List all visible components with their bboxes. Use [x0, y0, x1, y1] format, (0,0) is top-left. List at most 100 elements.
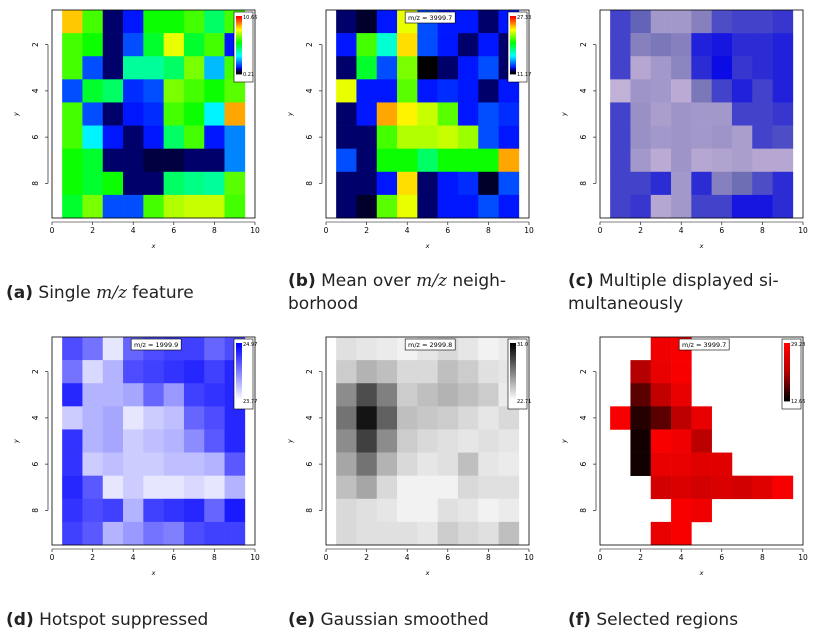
y-axis-label: y [286, 439, 294, 444]
colorbar-segment [784, 351, 790, 354]
heatmap-cell [711, 56, 733, 80]
heatmap-cell [376, 194, 398, 219]
heatmap-cell [417, 360, 438, 384]
heatmap-cell [356, 194, 378, 219]
plot-frame [51, 9, 256, 219]
x-tick-label: 8 [760, 226, 765, 235]
heatmap-cell [336, 337, 357, 361]
x-tick-label: 8 [486, 226, 491, 235]
heatmap-cell [123, 360, 144, 384]
colorbar-segment [510, 58, 516, 60]
y-tick-label: 6 [579, 135, 588, 140]
colorbar-segment [236, 50, 242, 53]
heatmap-plot: 0 2 4 6 8 10 x 2 4 6 8 y [560, 9, 808, 250]
colorbar-segment [784, 398, 790, 400]
colorbar-segment [784, 399, 790, 402]
x-tick-label: 10 [798, 226, 808, 235]
heatmap-cell [691, 79, 712, 103]
heatmap-cell [437, 360, 459, 384]
colorbar-segment [510, 357, 516, 360]
heatmap-cell [772, 148, 794, 173]
heatmap-plot: 0 2 4 6 8 10 x 2 4 6 8 y m/z = 2999.8 31.0 22.71 [286, 336, 534, 577]
heatmap-cell [650, 475, 672, 500]
x-axis-label: x [151, 242, 156, 250]
colorbar-segment [236, 350, 242, 353]
heatmap-cell [62, 102, 83, 126]
heatmap-cell [437, 33, 459, 57]
heatmap-cell [417, 102, 438, 126]
colorbar-segment [784, 386, 790, 389]
heatmap-cell [183, 56, 205, 80]
colorbar-segment [510, 383, 516, 386]
colorbar-segment [510, 364, 516, 367]
heatmap-cell [731, 102, 753, 126]
heatmap-cell [630, 360, 652, 384]
heatmap-cell [630, 171, 652, 196]
heatmap-cell [457, 429, 479, 453]
heatmap-cell [62, 498, 83, 523]
heatmap-cell [457, 79, 479, 103]
x-tick-label: 0 [50, 226, 55, 235]
heatmap-cell [437, 406, 459, 430]
heatmap-cell [123, 125, 144, 149]
heatmap-cell [417, 406, 438, 430]
colorbar-segment [236, 395, 242, 398]
heatmap-cell [650, 171, 672, 196]
heatmap-cell [752, 125, 773, 149]
colorbar-segment [510, 37, 516, 40]
heatmap-cell [671, 452, 692, 476]
heatmap-cell [356, 475, 378, 500]
heatmap-cell [356, 498, 378, 523]
heatmap-cell [630, 102, 652, 126]
heatmap-cell [82, 429, 104, 453]
heatmap-cell [62, 475, 83, 500]
heatmap-cell [183, 383, 205, 407]
heatmap-cell [204, 337, 225, 361]
x-tick-label: 2 [638, 226, 643, 235]
heatmap-cell [711, 452, 733, 476]
colorbar-segment [510, 350, 516, 353]
heatmap-cell [397, 521, 418, 546]
x-tick-label: 6 [445, 553, 450, 562]
heatmap-cell [143, 383, 164, 407]
heatmap-cell [62, 383, 83, 407]
colorbar-segment [510, 30, 516, 33]
heatmap-cell [650, 406, 672, 430]
y-tick-label: 4 [579, 88, 588, 93]
heatmap-cell [102, 148, 124, 173]
heatmap-cell [224, 148, 246, 173]
colorbar-segment [236, 36, 242, 39]
heatmap-cell [163, 171, 185, 196]
heatmap-cell [417, 148, 438, 173]
colorbar-segment [784, 364, 790, 367]
colorbar-segment [236, 42, 242, 44]
heatmap-cell [143, 194, 164, 219]
heatmap-cell [610, 56, 631, 80]
colorbar-segment [236, 393, 242, 396]
colorbar-segment [236, 49, 242, 52]
colorbar-segment [236, 39, 242, 42]
y-tick-label: 6 [31, 462, 40, 467]
colorbar-segment [510, 17, 516, 20]
colorbar-segment [236, 29, 242, 31]
heatmap-cell [691, 10, 712, 34]
heatmap-cell [772, 125, 794, 149]
heatmap-cell [82, 125, 104, 149]
heatmap-cell [102, 498, 124, 523]
x-tick-label: 6 [445, 226, 450, 235]
heatmap-cell [163, 10, 185, 34]
colorbar-segment [236, 52, 242, 55]
x-axis-label: x [699, 242, 704, 250]
heatmap-cell [376, 125, 398, 149]
colorbar-segment [236, 386, 242, 389]
heatmap-cell [498, 171, 520, 196]
heatmap-cell [224, 79, 246, 103]
x-tick-label: 0 [324, 553, 329, 562]
heatmap-cell [711, 79, 733, 103]
y-tick-label: 4 [31, 415, 40, 420]
heatmap-cell [356, 429, 378, 453]
colorbar-segment [510, 45, 516, 47]
colorbar-segment [784, 348, 790, 351]
colorbar-segment [510, 62, 516, 65]
heatmap-cell [356, 171, 378, 196]
